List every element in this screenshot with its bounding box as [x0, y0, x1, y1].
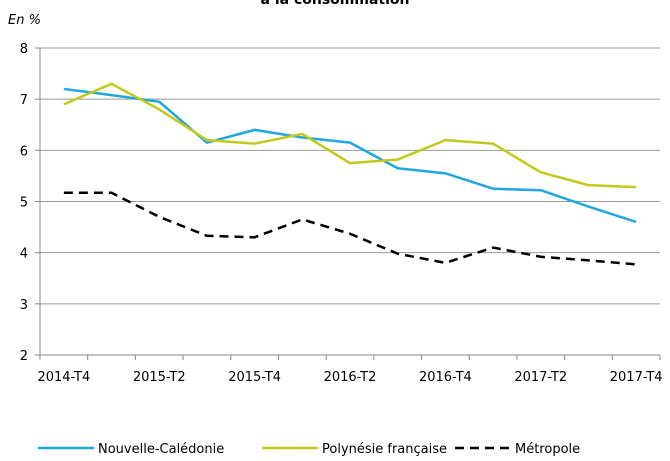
y-tick-label: 2	[20, 349, 28, 364]
x-tick-label: 2015-T4	[228, 370, 281, 385]
x-tick-label: 2015-T2	[133, 370, 186, 385]
legend-label: Polynésie française	[322, 442, 447, 457]
x-tick-label: 2016-T4	[419, 370, 472, 385]
line-series	[63, 191, 637, 266]
y-tick-label: 5	[20, 196, 28, 211]
x-tick-label: 2016-T2	[324, 370, 377, 385]
line-series	[63, 82, 637, 189]
y-tick-label: 8	[20, 42, 28, 57]
chart-title: à la consommation	[261, 0, 410, 8]
y-axis-label: En %	[8, 13, 41, 28]
line-series	[63, 87, 637, 224]
y-tick-label: 3	[20, 298, 28, 313]
y-tick-label: 4	[20, 247, 28, 262]
y-tick-label: 6	[20, 144, 28, 159]
x-tick-label: 2014-T4	[37, 370, 90, 385]
legend-label: Nouvelle-Calédonie	[98, 442, 224, 457]
x-tick-label: 2017-T4	[610, 370, 663, 385]
y-tick-label: 7	[20, 93, 28, 108]
legend-label: Métropole	[515, 442, 580, 457]
x-tick-label: 2017-T2	[514, 370, 567, 385]
